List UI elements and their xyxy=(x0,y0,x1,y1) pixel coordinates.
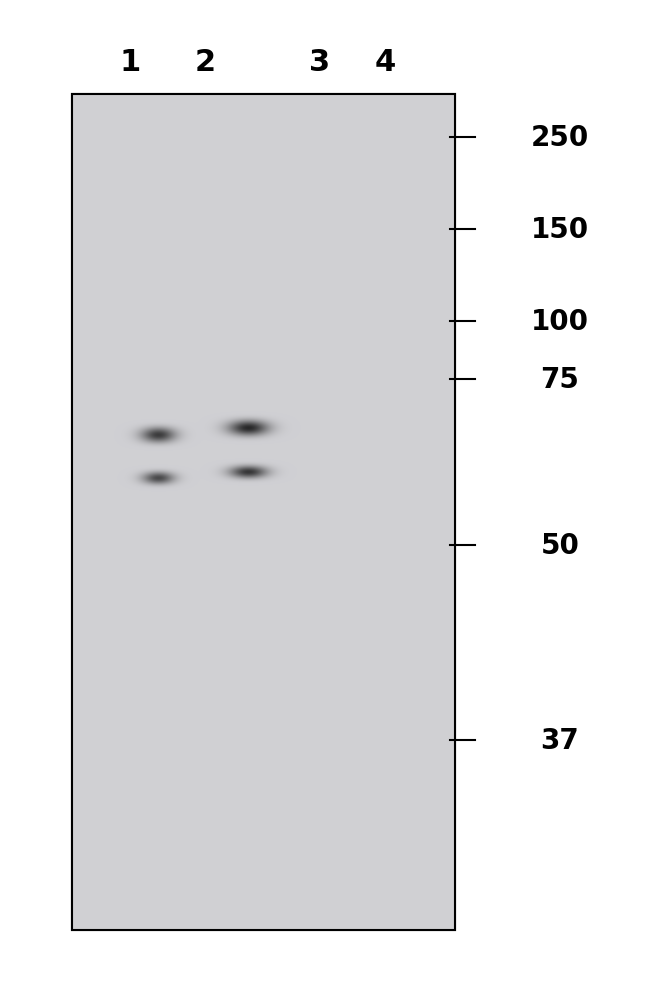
Text: 3: 3 xyxy=(309,47,331,77)
Text: 4: 4 xyxy=(374,47,396,77)
Text: 50: 50 xyxy=(541,531,579,559)
Text: 100: 100 xyxy=(531,308,589,336)
Text: 250: 250 xyxy=(531,124,589,152)
Text: 150: 150 xyxy=(531,216,589,244)
Text: 75: 75 xyxy=(541,366,579,394)
Text: 37: 37 xyxy=(541,726,579,754)
Text: 1: 1 xyxy=(120,47,140,77)
Bar xyxy=(72,95,455,930)
Bar xyxy=(72,95,455,930)
Text: 2: 2 xyxy=(194,47,216,77)
